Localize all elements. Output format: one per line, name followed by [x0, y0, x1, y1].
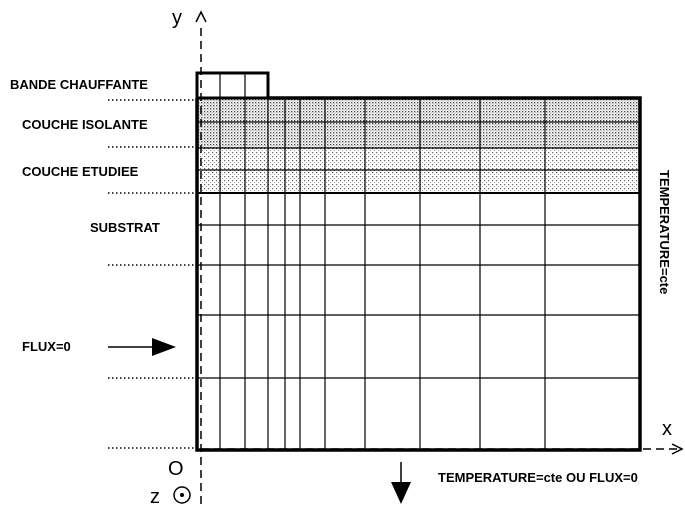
y-label: y [172, 7, 182, 29]
mesh [197, 73, 640, 450]
left-boundary-label: FLUX=0 [22, 339, 71, 354]
flux-arrow-head [152, 338, 176, 356]
y-arrow [195, 10, 207, 23]
insulating-layer [197, 98, 640, 148]
heater-label: BANDE CHAUFFANTE [10, 77, 148, 92]
origin-label: O [168, 458, 184, 480]
x-label: x [662, 418, 672, 440]
right-boundary-label: TEMPERATURE=cte [657, 170, 672, 294]
domain-border [195, 96, 642, 452]
leader-lines [108, 99, 195, 449]
substrate-label: SUBSTRAT [90, 220, 160, 235]
heater-box [195, 71, 270, 100]
z-symbol [173, 486, 191, 504]
z-dot [180, 493, 184, 497]
bottom-boundary-label: TEMPERATURE=cte OU FLUX=0 [438, 470, 638, 485]
x-arrow [671, 443, 684, 455]
studied-label: COUCHE ETUDIEE [22, 164, 139, 179]
insulating-label: COUCHE ISOLANTE [22, 117, 148, 132]
bottom-arrow-head [391, 482, 411, 504]
z-label: z [150, 486, 160, 508]
